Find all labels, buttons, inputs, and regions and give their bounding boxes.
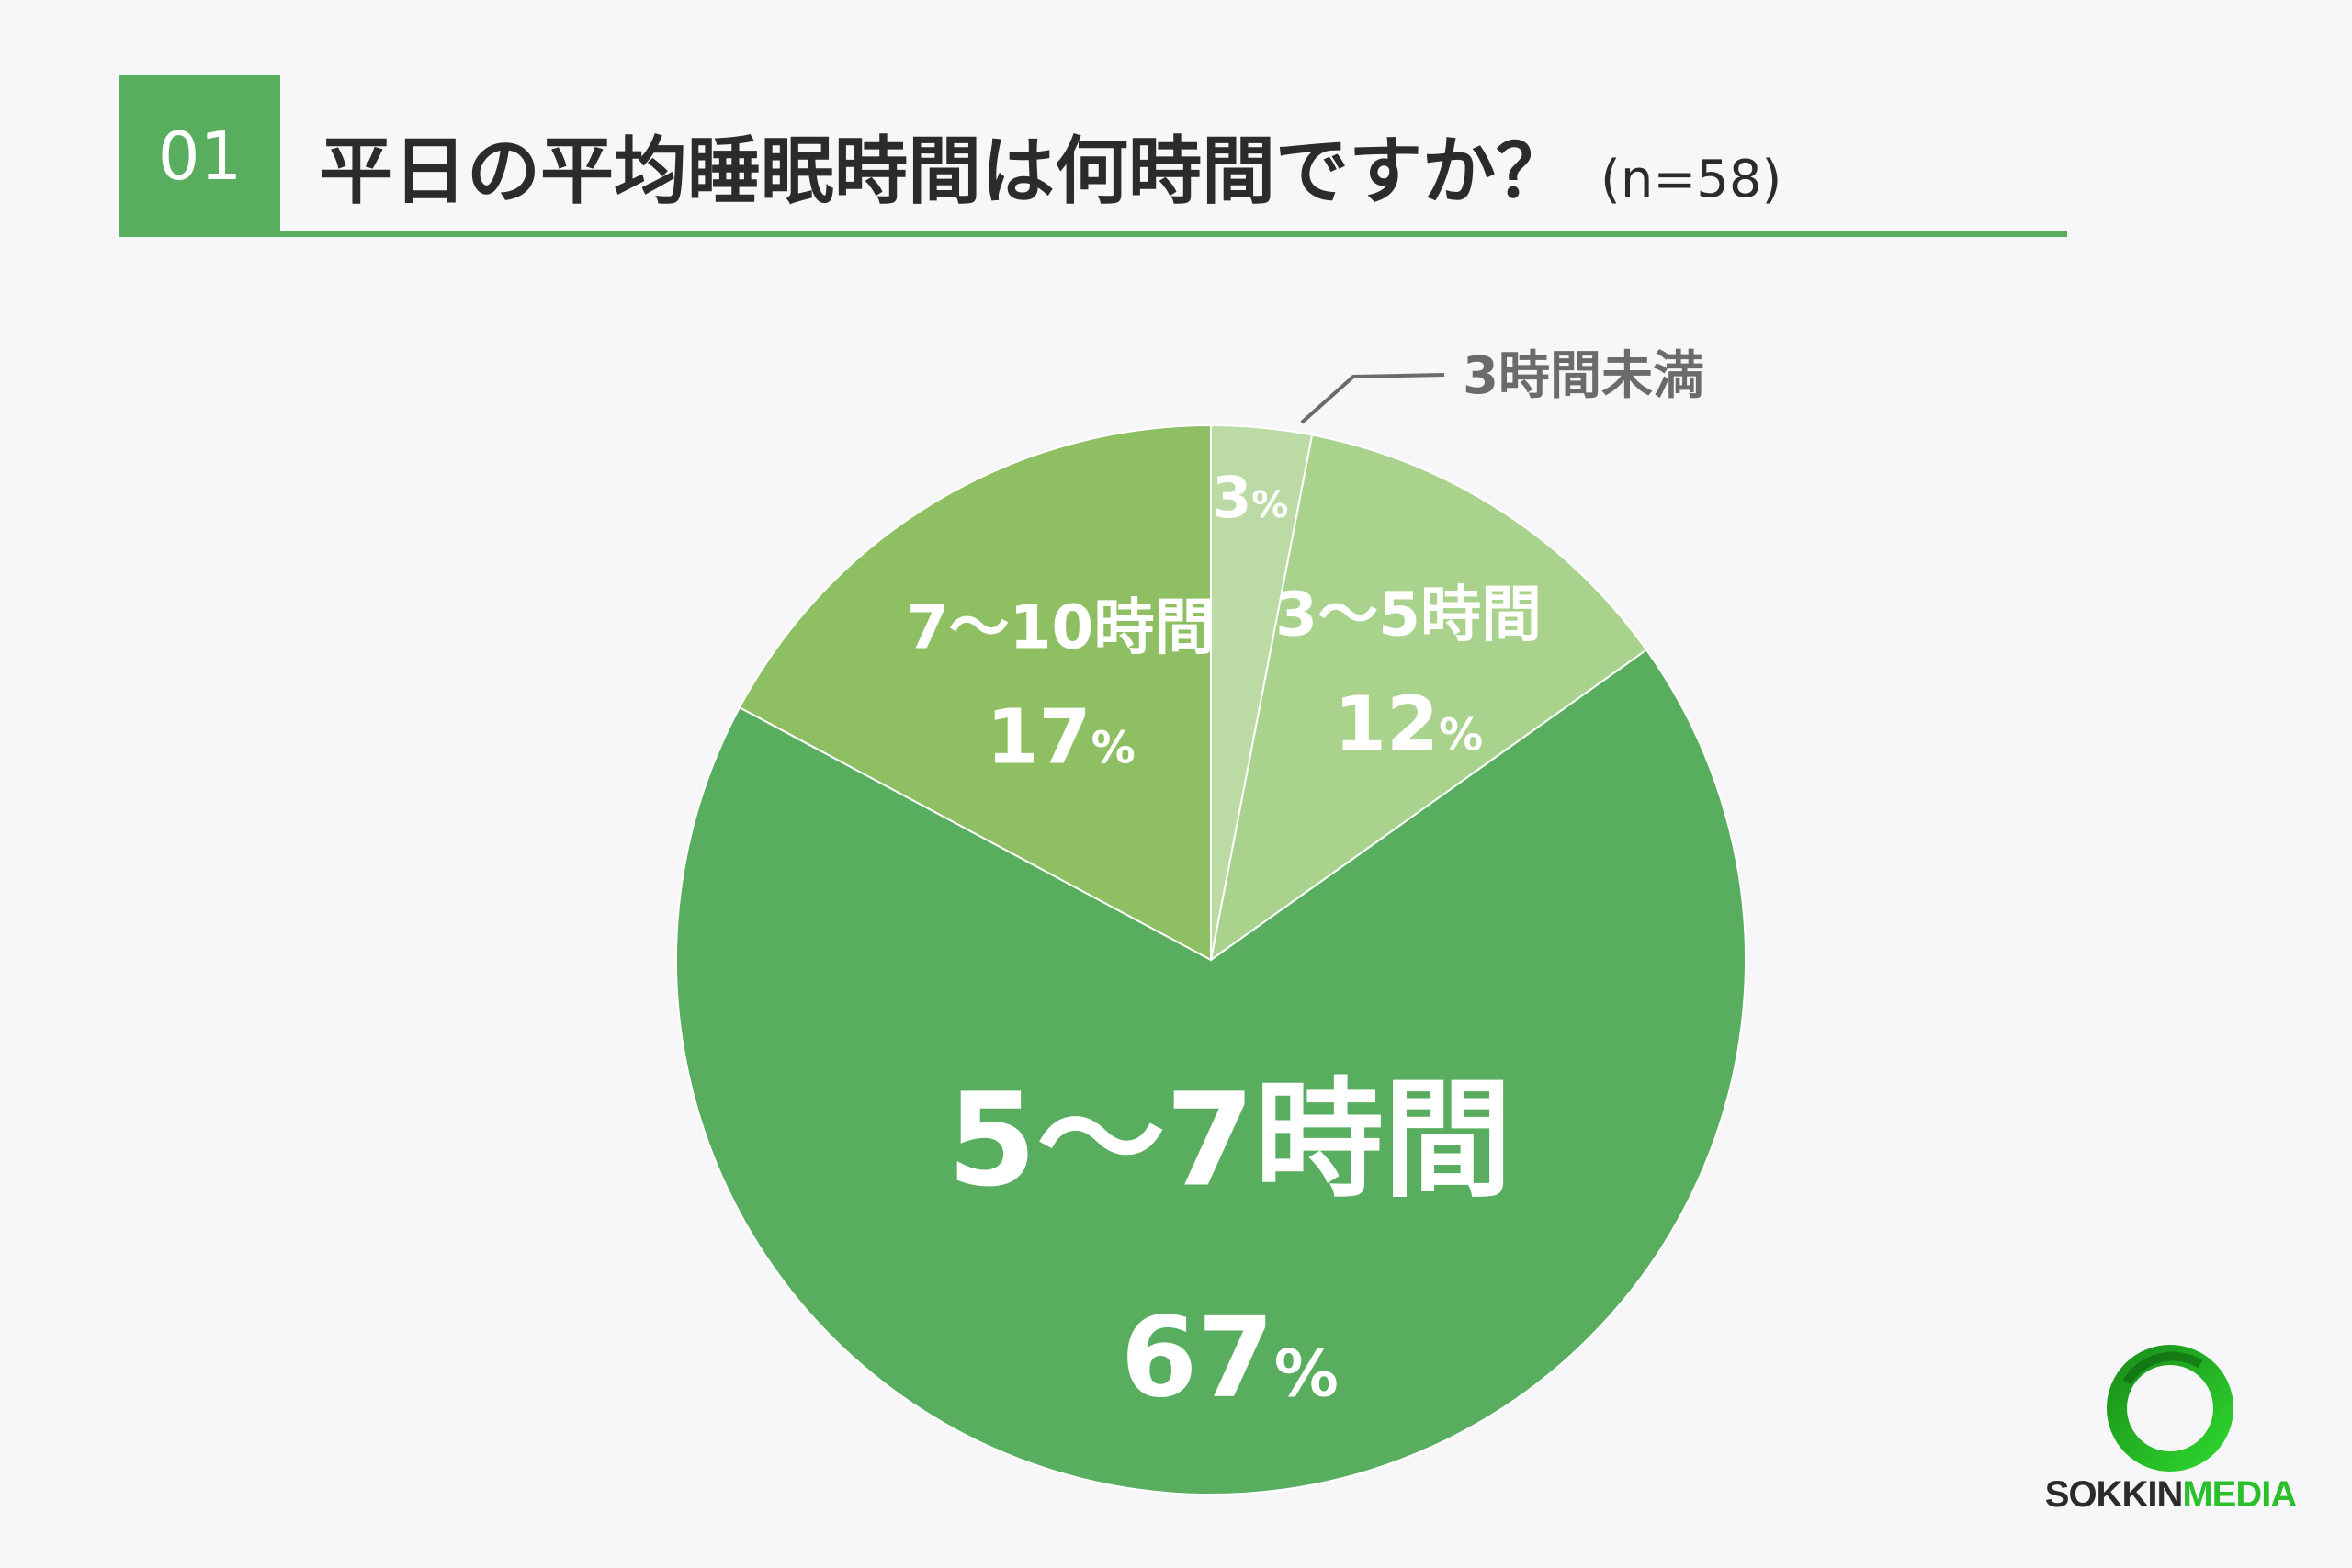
logo-text-sokkin: SOKKIN: [2044, 1474, 2184, 1515]
slice-value-label: 12%: [1334, 681, 1483, 768]
slice-name-label: 3〜5時間: [1275, 579, 1542, 649]
logo-text-media: MEDIA: [2182, 1474, 2297, 1515]
title-row: 平日の平均睡眠時間は何時間ですか？ (n=58): [320, 112, 1781, 214]
slice-value-label: 67%: [1121, 1294, 1339, 1422]
pie-slice: [675, 649, 1747, 1495]
header-divider: [119, 231, 2067, 237]
slice-value-label: 17%: [986, 694, 1135, 781]
pie-slice: [1209, 434, 1648, 963]
slice-name-label: 3時間未満: [1463, 346, 1704, 406]
leader-line: [1300, 373, 1445, 424]
chart-title: 平日の平均睡眠時間は何時間ですか？: [320, 129, 1569, 214]
question-number: 01: [119, 75, 280, 237]
sokkin-media-logo: SOKKINMEDIA: [2044, 1337, 2297, 1520]
chart-header: 01 平日の平均睡眠時間は何時間ですか？ (n=58): [119, 75, 2067, 237]
logo-wordmark: SOKKINMEDIA: [2044, 1474, 2297, 1516]
slice-name-label: 7〜10時間: [907, 592, 1216, 662]
logo-ring-icon: [2107, 1345, 2233, 1472]
slice-value-label: 3%: [1212, 464, 1288, 531]
slice-name-label: 5〜7時間: [947, 1066, 1512, 1215]
sample-size: (n=58): [1600, 150, 1782, 209]
pie-slice: [738, 423, 1212, 962]
